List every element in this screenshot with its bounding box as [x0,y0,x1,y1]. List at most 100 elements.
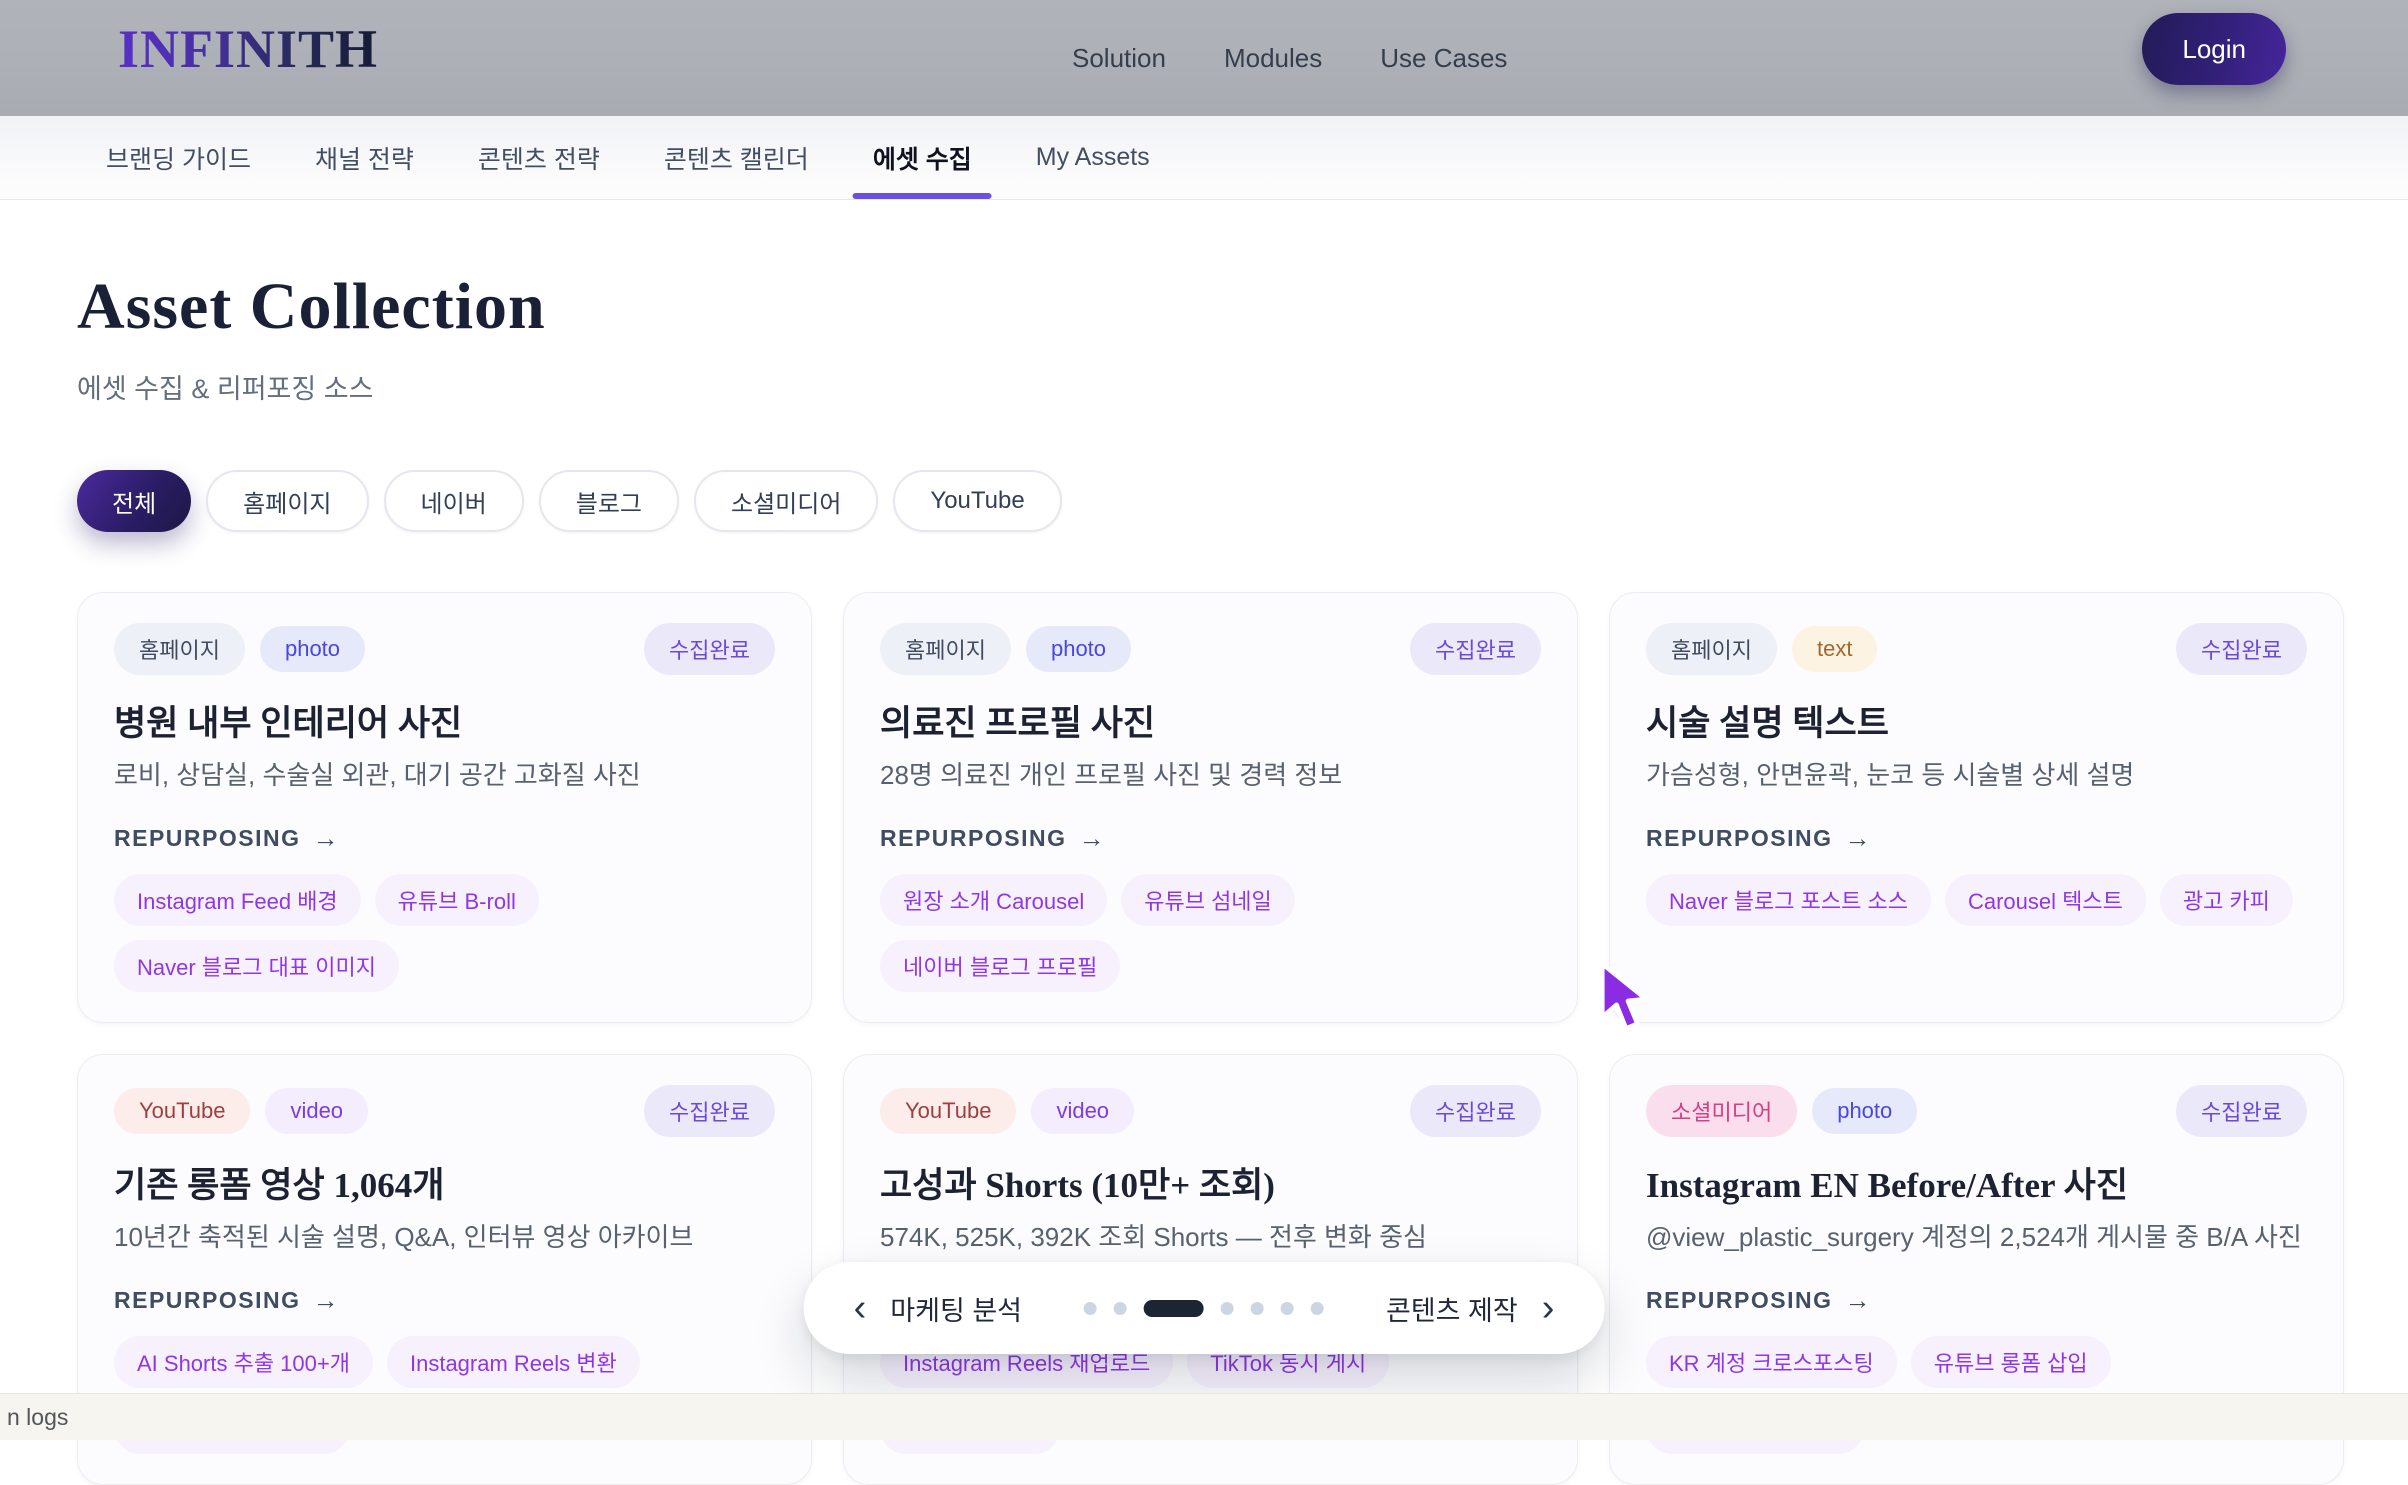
type-badge: photo [1025,626,1132,673]
carousel-dot[interactable] [1281,1301,1294,1315]
tab-item[interactable]: 에셋 수집 [852,116,992,199]
card-title: 시술 설명 텍스트 [1646,704,1889,744]
top-nav-item[interactable]: Use Cases [1380,42,1508,73]
repurposing-link[interactable]: REPURPOSING → [114,1285,340,1316]
asset-card[interactable]: 홈페이지 photo 수집완료 의료진 프로필 사진 28명 의료진 개인 프로… [843,592,1578,1024]
card-description: 로비, 상담실, 수술실 외관, 대기 공간 고화질 사진 [114,760,641,791]
card-description: 10년간 축적된 시술 설명, Q&A, 인터뷰 영상 아카이브 [114,1222,694,1253]
tab-bar: 브랜딩 가이드 채널 전략 콘텐츠 전략 콘텐츠 캘린더 에셋 수집 My As… [0,116,2408,200]
repurposing-tags: Naver 블로그 포스트 소스 Carousel 텍스트 광고 카피 [1646,874,2307,927]
filter-pill[interactable]: 소셜미디어 [694,470,879,533]
repurposing-link[interactable]: REPURPOSING → [114,823,340,854]
status-badge: 수집완료 [1410,1085,1541,1138]
footer-bar: n logs [0,1393,2408,1440]
top-nav-item[interactable]: Modules [1223,42,1323,73]
card-title: 고성과 Shorts (10만+ 조회) [880,1166,1275,1206]
card-title: 병원 내부 인테리어 사진 [114,704,463,744]
repurposing-link[interactable]: REPURPOSING → [1646,1285,1872,1316]
repurposing-tag: 원장 소개 Carousel [880,874,1108,927]
repurposing-tag: Instagram Feed 배경 [114,874,361,927]
filter-pill[interactable]: YouTube [893,470,1062,533]
repurposing-link[interactable]: REPURPOSING → [1646,823,1872,854]
carousel-next-button[interactable]: 콘텐츠 제작 › [1380,1288,1560,1329]
repurposing-tag: AI Shorts 추출 100+개 [114,1336,373,1389]
carousel-dot[interactable] [1114,1301,1127,1315]
type-badge: video [1031,1088,1135,1135]
carousel-dot[interactable] [1311,1301,1324,1315]
filter-row: 전체 홈페이지 네이버 블로그 소셜미디어 YouTube [77,470,2344,533]
card-description: 574K, 525K, 392K 조회 Shorts — 전후 변화 중심 [880,1222,1427,1253]
filter-pill[interactable]: 네이버 [383,470,524,533]
carousel-prev-label: 마케팅 분석 [890,1295,1022,1326]
login-button[interactable]: Login [2142,13,2286,85]
status-badge: 수집완료 [2176,623,2307,676]
repurposing-tag: Naver 블로그 포스트 소스 [1646,874,1931,927]
status-badge: 수집완료 [2176,1085,2307,1138]
repurposing-tag: 유튜브 B-roll [374,874,539,927]
carousel-dot[interactable] [1084,1301,1097,1315]
carousel-dot[interactable] [1251,1301,1264,1315]
top-nav: Solution Modules Use Cases [1072,0,1507,116]
chevron-left-icon: ‹ [853,1287,867,1329]
arrow-right-icon: → [1078,823,1106,854]
active-tab-underline [852,193,992,199]
card-title: 의료진 프로필 사진 [880,704,1156,744]
filter-pill[interactable]: 전체 [77,470,192,533]
page-title: Asset Collection [77,270,546,343]
tab-item[interactable]: 콘텐츠 캘린더 [663,145,809,174]
carousel-dot[interactable] [1144,1299,1204,1317]
carousel-next-label: 콘텐츠 제작 [1386,1295,1518,1326]
source-badge: YouTube [114,1088,251,1135]
source-badge: 소셜미디어 [1646,1085,1798,1138]
repurposing-tag: Carousel 텍스트 [1944,874,2146,927]
carousel-dots [1084,1299,1324,1317]
chevron-right-icon: › [1541,1287,1555,1329]
asset-card[interactable]: 홈페이지 text 수집완료 시술 설명 텍스트 가슴성형, 안면윤곽, 눈코 … [1609,592,2344,1024]
type-badge: video [265,1088,369,1135]
status-badge: 수집완료 [644,623,775,676]
footer-text: n logs [7,1403,69,1430]
filter-pill[interactable]: 홈페이지 [206,470,369,533]
repurposing-tags: 원장 소개 Carousel 유튜브 섬네일 네이버 블로그 프로필 [880,874,1541,993]
tab-item[interactable]: My Assets [1035,143,1150,171]
arrow-right-icon: → [1844,1285,1872,1316]
card-description: 28명 의료진 개인 프로필 사진 및 경력 정보 [880,760,1343,791]
type-badge: text [1791,626,1878,673]
repurposing-tag: 네이버 블로그 프로필 [880,940,1121,993]
card-title: 기존 롱폼 영상 1,064개 [114,1166,445,1206]
repurposing-tag: KR 계정 크로스포스팅 [1646,1336,1897,1389]
repurposing-link[interactable]: REPURPOSING → [880,823,1106,854]
source-badge: 홈페이지 [880,623,1011,676]
top-nav-item[interactable]: Solution [1072,42,1166,73]
repurposing-tag: 유튜브 롱폼 삽입 [1910,1336,2111,1389]
repurposing-tag: 광고 카피 [2159,874,2293,927]
source-badge: 홈페이지 [1646,623,1777,676]
top-header: INFINITH Solution Modules Use Cases Login [0,0,2408,116]
card-description: @view_plastic_surgery 계정의 2,524개 게시물 중 B… [1646,1222,2302,1253]
carousel-dot[interactable] [1221,1301,1234,1315]
arrow-right-icon: → [1844,823,1872,854]
tab-item[interactable]: 브랜딩 가이드 [106,145,251,174]
repurposing-tag: 유튜브 섬네일 [1121,874,1295,927]
source-badge: YouTube [880,1088,1017,1135]
card-description: 가슴성형, 안면윤곽, 눈코 등 시술별 상세 설명 [1646,760,2135,791]
type-badge: photo [1812,1088,1918,1135]
tab-item[interactable]: 콘텐츠 전략 [477,145,600,174]
repurposing-tag: Naver 블로그 대표 이미지 [114,940,399,993]
page-subtitle: 에셋 수집 & 리퍼포징 소스 [77,374,374,405]
brand-logo: INFINITH [118,19,379,79]
repurposing-tags: Instagram Feed 배경 유튜브 B-roll Naver 블로그 대표 … [114,874,775,993]
arrow-right-icon: → [312,1285,340,1316]
module-carousel: ‹ 마케팅 분석 콘텐츠 제작 › [803,1262,1605,1354]
source-badge: 홈페이지 [114,623,245,676]
filter-pill[interactable]: 블로그 [538,470,679,533]
tab-item[interactable]: 채널 전략 [314,145,414,174]
status-badge: 수집완료 [1410,623,1541,676]
asset-card[interactable]: 홈페이지 photo 수집완료 병원 내부 인테리어 사진 로비, 상담실, 수… [77,592,812,1024]
type-badge: photo [259,626,366,673]
arrow-right-icon: → [312,823,340,854]
repurposing-tag: Instagram Reels 변환 [386,1336,640,1389]
card-title: Instagram EN Before/After 사진 [1646,1166,2129,1206]
carousel-prev-button[interactable]: ‹ 마케팅 분석 [848,1288,1028,1329]
